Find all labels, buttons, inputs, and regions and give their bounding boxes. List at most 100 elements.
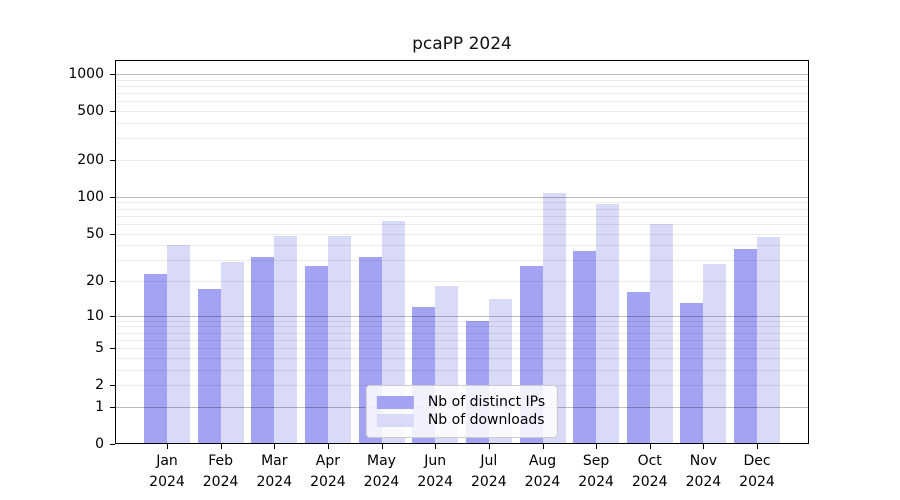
- x-label-month-mar: Mar: [261, 453, 288, 469]
- gridline-minor-5: [115, 348, 809, 350]
- gridline-minor-20: [115, 281, 809, 282]
- gridline-minor-80: [115, 208, 809, 210]
- legend-item-downloads: Nb of downloads: [376, 412, 545, 428]
- gridline-minor-6: [115, 339, 809, 341]
- gridline-minor-800: [115, 86, 809, 87]
- x-label-month-jul: Jul: [480, 453, 498, 469]
- x-label-year-oct: 2024: [631, 474, 668, 490]
- x-label-year-feb: 2024: [202, 474, 239, 490]
- y-tick-1000: [110, 74, 115, 75]
- y-tick-0: [110, 444, 115, 445]
- gridline-minor-500: [115, 111, 809, 113]
- legend-swatch-downloads: [376, 413, 414, 427]
- bar-downloads-sep: [596, 204, 620, 444]
- y-tick-1: [110, 406, 115, 408]
- x-tick-label-sep: Sep 2024: [556, 451, 636, 493]
- y-tick-200: [110, 160, 115, 161]
- gridline-minor-50: [115, 233, 809, 235]
- gridline-minor-900: [115, 79, 809, 81]
- x-label-year-jul: 2024: [470, 474, 507, 490]
- gridline-minor-30: [115, 260, 809, 262]
- bar-downloads-nov: [703, 263, 727, 444]
- y-tick-50: [110, 233, 115, 235]
- gridline-minor-8: [115, 326, 809, 328]
- x-tick-label-may: May 2024: [342, 451, 422, 493]
- bar-distinct-ips-dec: [734, 249, 757, 444]
- bar-downloads-dec: [757, 236, 780, 444]
- bar-downloads-jan: [167, 245, 190, 444]
- x-label-year-jun: 2024: [417, 474, 453, 490]
- x-label-year-may: 2024: [363, 474, 400, 490]
- y-tick-label-5: 5: [95, 340, 104, 357]
- x-tick-apr: [327, 444, 329, 449]
- bar-downloads-oct: [649, 223, 673, 444]
- bar-distinct-ips-apr: [304, 265, 328, 444]
- x-tick-may: [381, 444, 383, 449]
- x-tick-dec: [757, 444, 758, 449]
- x-label-month-jan: Jan: [156, 453, 178, 469]
- x-label-year-jan: 2024: [149, 474, 185, 490]
- gridline-minor-700: [115, 93, 809, 95]
- plot-spine-left: [115, 60, 116, 444]
- plot-area: Nb of distinct IPs Nb of downloads: [115, 60, 809, 444]
- chart-title: pcaPP 2024: [412, 34, 512, 54]
- gridline-minor-9: [115, 320, 809, 322]
- bar-distinct-ips-feb: [197, 289, 221, 444]
- x-label-month-sep: Sep: [582, 453, 610, 469]
- y-tick-2: [110, 385, 115, 387]
- x-tick-label-jul: Jul 2024: [449, 451, 529, 493]
- bar-distinct-ips-nov: [680, 302, 704, 444]
- x-tick-label-feb: Feb 2024: [181, 451, 261, 493]
- x-label-month-dec: Dec: [743, 453, 771, 469]
- x-label-year-nov: 2024: [685, 474, 722, 490]
- x-tick-nov: [703, 444, 705, 449]
- y-tick-5: [110, 348, 115, 350]
- bar-downloads-aug: [542, 192, 566, 444]
- gridline-minor-3: [115, 369, 809, 371]
- x-tick-mar: [274, 444, 276, 449]
- legend-item-distinct-ips: Nb of distinct IPs: [376, 394, 546, 410]
- x-tick-jan: [167, 444, 168, 449]
- x-label-month-aug: Aug: [528, 453, 557, 469]
- legend-swatch-distinct-ips: [376, 395, 414, 409]
- y-tick-label-200: 200: [77, 152, 104, 168]
- gridline-minor-4: [115, 357, 809, 359]
- bar-distinct-ips-jan: [144, 273, 167, 444]
- plot-spine-top: [115, 60, 809, 61]
- x-label-month-feb: Feb: [208, 453, 233, 469]
- x-tick-oct: [649, 444, 651, 449]
- y-tick-label-0: 0: [95, 436, 104, 452]
- gridline-minor-400: [115, 123, 809, 124]
- x-label-month-jun: Jun: [424, 453, 447, 469]
- bar-distinct-ips-sep: [573, 250, 597, 444]
- x-label-year-sep: 2024: [578, 474, 614, 490]
- y-tick-label-50: 50: [86, 225, 104, 242]
- x-tick-jul: [488, 444, 490, 449]
- x-label-month-may: May: [367, 453, 396, 469]
- plot-spine-bottom: [115, 443, 809, 444]
- gridline-minor-60: [115, 223, 809, 225]
- gridline-major-10: [115, 315, 809, 317]
- bar-distinct-ips-oct: [626, 292, 650, 444]
- y-tick-label-1000: 1000: [68, 66, 104, 82]
- x-tick-label-nov: Nov 2024: [663, 451, 743, 493]
- gridline-minor-40: [115, 245, 809, 247]
- y-tick-label-20: 20: [86, 273, 104, 289]
- gridline-minor-600: [115, 101, 809, 103]
- x-tick-sep: [596, 444, 598, 449]
- gridline-major-100: [115, 196, 809, 198]
- gridline-minor-90: [115, 202, 809, 204]
- x-label-year-apr: 2024: [310, 474, 346, 490]
- legend: Nb of distinct IPs Nb of downloads: [365, 385, 559, 438]
- bar-downloads-mar: [274, 235, 298, 444]
- y-tick-20: [110, 281, 115, 282]
- y-tick-label-500: 500: [77, 103, 104, 120]
- bar-distinct-ips-mar: [251, 256, 275, 444]
- gridline-minor-300: [115, 138, 809, 140]
- x-tick-label-jan: Jan 2024: [127, 451, 207, 493]
- gridline-minor-70: [115, 215, 809, 217]
- x-tick-aug: [542, 444, 544, 449]
- legend-label-distinct-ips: Nb of distinct IPs: [427, 394, 546, 410]
- bar-downloads-apr: [327, 235, 351, 444]
